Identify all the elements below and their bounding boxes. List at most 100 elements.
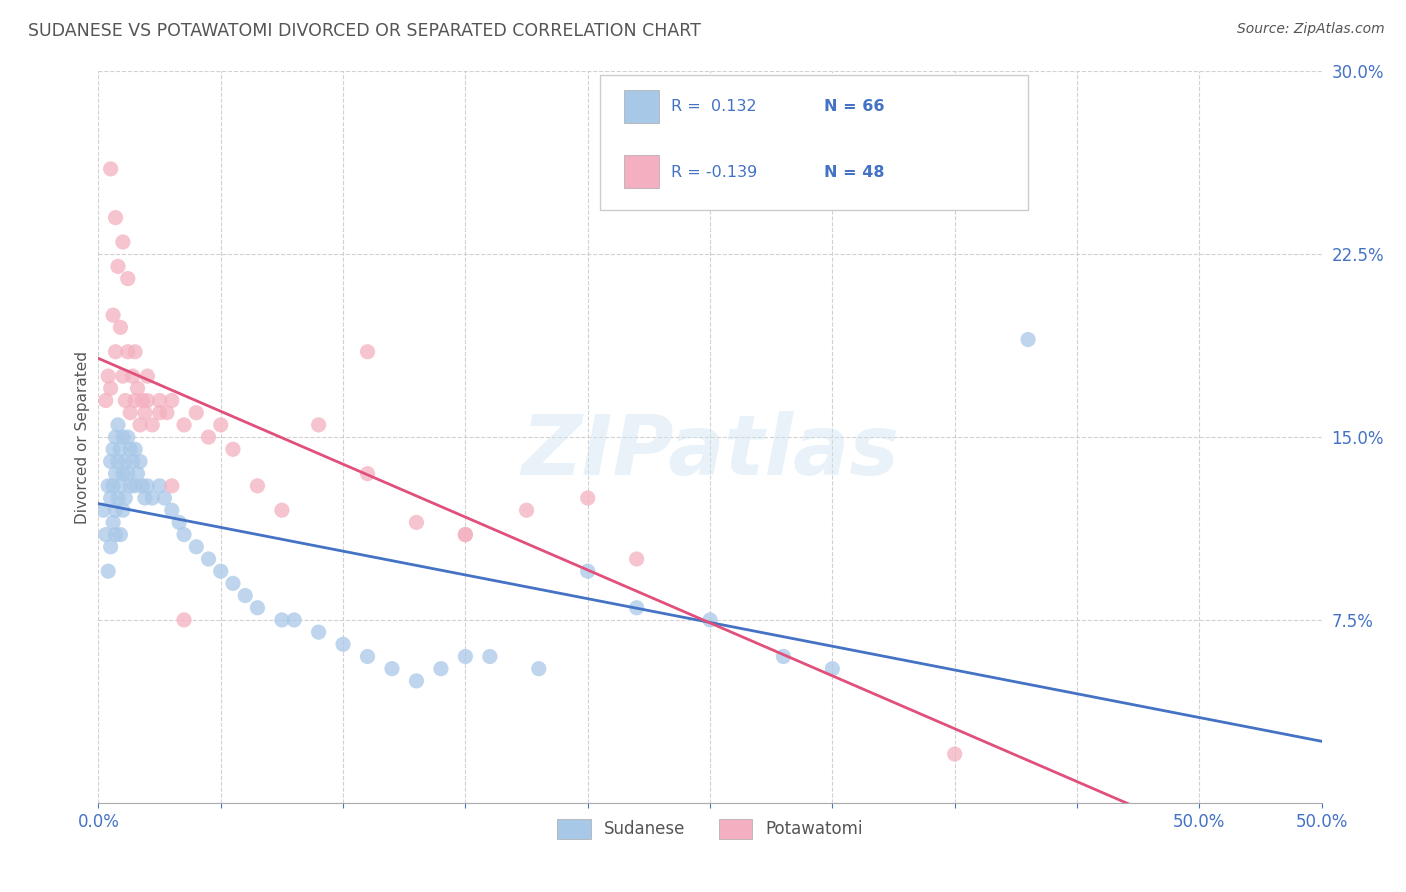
Point (134, 406, 156, 420)
Point (100, 491, 122, 505)
Point (136, 369, 159, 384)
Point (772, 649, 794, 664)
Point (222, 442, 245, 457)
Point (110, 442, 132, 457)
Point (127, 467, 149, 481)
Point (356, 344, 378, 359)
Point (197, 552, 219, 566)
Point (173, 417, 195, 432)
Point (129, 417, 152, 432)
Point (1017, 333, 1039, 347)
Point (104, 503, 127, 517)
Point (97, 479, 120, 493)
Point (117, 344, 139, 359)
Point (270, 503, 294, 517)
Point (160, 393, 183, 408)
Point (136, 479, 159, 493)
Point (107, 491, 129, 505)
Point (356, 649, 378, 664)
Point (149, 393, 172, 408)
Point (101, 442, 124, 457)
Point (478, 649, 501, 664)
Point (94, 527, 117, 541)
Point (121, 454, 143, 468)
Point (131, 393, 153, 408)
Point (173, 613, 195, 627)
Point (100, 454, 122, 468)
Point (576, 564, 599, 578)
Point (120, 406, 142, 420)
Point (107, 417, 129, 432)
Point (699, 613, 721, 627)
Point (111, 235, 134, 249)
Point (209, 417, 232, 432)
Point (626, 600, 648, 615)
Point (114, 491, 136, 505)
Point (308, 625, 330, 640)
Point (233, 589, 256, 603)
Point (283, 613, 305, 627)
Point (101, 308, 124, 322)
Point (454, 527, 477, 541)
Point (107, 260, 129, 274)
Point (515, 503, 537, 517)
Point (173, 527, 195, 541)
Point (209, 564, 232, 578)
Point (270, 613, 294, 627)
Point (94, 393, 117, 408)
Point (104, 467, 127, 481)
Legend: Sudanese, Potawatomi: Sudanese, Potawatomi (551, 812, 869, 846)
Text: ZIPatlas: ZIPatlas (522, 411, 898, 492)
Point (246, 479, 269, 493)
Point (160, 479, 183, 493)
Point (381, 662, 404, 676)
Point (100, 381, 122, 395)
Point (149, 406, 172, 420)
Point (222, 576, 245, 591)
Point (576, 491, 599, 505)
Point (111, 503, 134, 517)
Text: N = 48: N = 48 (824, 165, 884, 180)
Point (120, 442, 142, 457)
Point (124, 393, 146, 408)
Point (101, 479, 124, 493)
Point (100, 540, 122, 554)
Point (141, 491, 163, 505)
Point (111, 369, 134, 384)
Point (405, 516, 427, 530)
Y-axis label: Divorced or Separated: Divorced or Separated (75, 351, 90, 524)
Point (121, 369, 143, 384)
Point (332, 637, 354, 651)
Point (124, 479, 146, 493)
Point (430, 662, 453, 676)
Point (527, 662, 550, 676)
Point (156, 406, 179, 420)
Point (129, 454, 152, 468)
Point (100, 161, 122, 176)
Point (308, 417, 330, 432)
Point (141, 417, 163, 432)
Point (131, 479, 153, 493)
Point (454, 527, 477, 541)
Point (356, 467, 378, 481)
Point (97, 369, 120, 384)
Point (110, 320, 132, 334)
Point (110, 479, 132, 493)
Text: N = 66: N = 66 (824, 99, 884, 114)
Text: Source: ZipAtlas.com: Source: ZipAtlas.com (1237, 22, 1385, 37)
Point (127, 381, 149, 395)
Point (134, 491, 156, 505)
Point (186, 540, 208, 554)
Point (153, 491, 176, 505)
Point (111, 467, 134, 481)
Point (405, 673, 427, 688)
Point (104, 527, 127, 541)
Point (136, 393, 159, 408)
Point (120, 479, 142, 493)
Point (114, 393, 136, 408)
Point (114, 454, 136, 468)
Point (91, 503, 114, 517)
Point (101, 516, 124, 530)
Point (104, 211, 127, 225)
Point (97, 564, 120, 578)
